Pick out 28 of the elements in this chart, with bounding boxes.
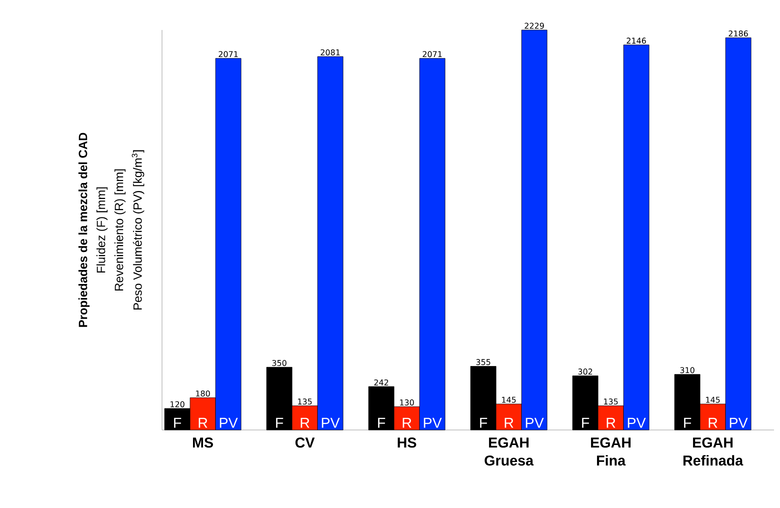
- text: PV: [730, 418, 748, 428]
- text: Fluidez (F) [mm]: [96, 187, 108, 273]
- text: PV: [526, 418, 544, 428]
- x-tick-label: CV: [295, 438, 315, 448]
- series-label: R: [198, 418, 208, 428]
- x-tick-label: MS: [193, 438, 213, 448]
- text: F: [684, 418, 692, 428]
- text: R: [606, 418, 616, 428]
- x-tick-label: EGAH Fina: [591, 438, 631, 466]
- text: PV: [628, 418, 646, 428]
- x-tick-label: EGAH Refinada: [683, 438, 744, 466]
- text: R: [300, 418, 310, 428]
- text: F: [480, 418, 488, 428]
- x-tick-label: EGAH Gruesa: [484, 438, 534, 466]
- series-label: PV: [220, 418, 238, 428]
- text: R: [402, 418, 412, 428]
- x-tick-label: HS: [398, 438, 416, 448]
- text: PV: [424, 418, 442, 428]
- text: PV: [322, 418, 340, 428]
- text: R: [708, 418, 718, 428]
- text: Revenimiento (R) [mm]: [114, 169, 126, 290]
- text: F: [276, 418, 284, 428]
- text: F: [582, 418, 590, 428]
- text: Propiedades de la mezcla del CAD: [78, 132, 90, 327]
- text: Peso Volumétrico (PV) [kg/m$^{3}$]: [132, 150, 144, 310]
- text: F: [378, 418, 386, 428]
- text: R: [504, 418, 514, 428]
- series-label: F: [174, 418, 182, 428]
